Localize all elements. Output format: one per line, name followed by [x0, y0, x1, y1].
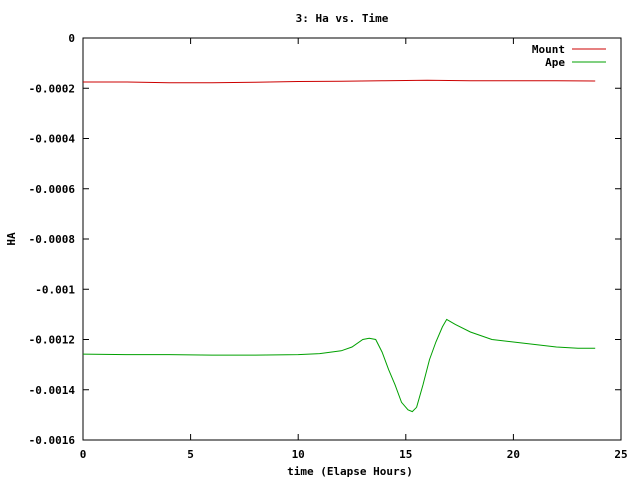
series-layer	[82, 79, 596, 413]
y-axis-label: HA	[5, 232, 18, 246]
y-tick-label: -0.0004	[29, 133, 76, 146]
x-tick-label: 25	[614, 448, 627, 461]
y-axis-ticks: 0 -0.0002 -0.0004 -0.0006 -0.0008 -0.001 -0.00…	[29, 32, 621, 447]
y-tick-label: -0.0012	[29, 334, 75, 347]
chart-title: 3: Ha vs. Time	[296, 12, 389, 25]
x-tick-label: 5	[187, 448, 194, 461]
x-tick-label: 10	[292, 448, 305, 461]
x-tick-label: 0	[80, 448, 87, 461]
y-tick-label: -0.0016	[29, 434, 76, 447]
x-axis-ticks: 0 5 10 15 20 25	[80, 38, 628, 461]
x-tick-label: 20	[507, 448, 520, 461]
series-line-mount	[83, 79, 596, 84]
y-tick-label: -0.0014	[29, 384, 76, 397]
y-tick-label: -0.0002	[29, 82, 75, 95]
legend-label-ape: Ape	[545, 56, 565, 69]
y-tick-label: -0.001	[35, 283, 75, 296]
x-axis-label: time (Elapse Hours)	[287, 465, 413, 478]
x-tick-label: 15	[399, 448, 412, 461]
legend-label-mount: Mount	[532, 43, 565, 56]
plot-area-border	[82, 37, 622, 441]
y-tick-label: -0.0008	[29, 233, 75, 246]
series-line-ape	[82, 318, 596, 413]
y-tick-label: 0	[68, 32, 75, 45]
y-tick-label: -0.0006	[29, 183, 76, 196]
